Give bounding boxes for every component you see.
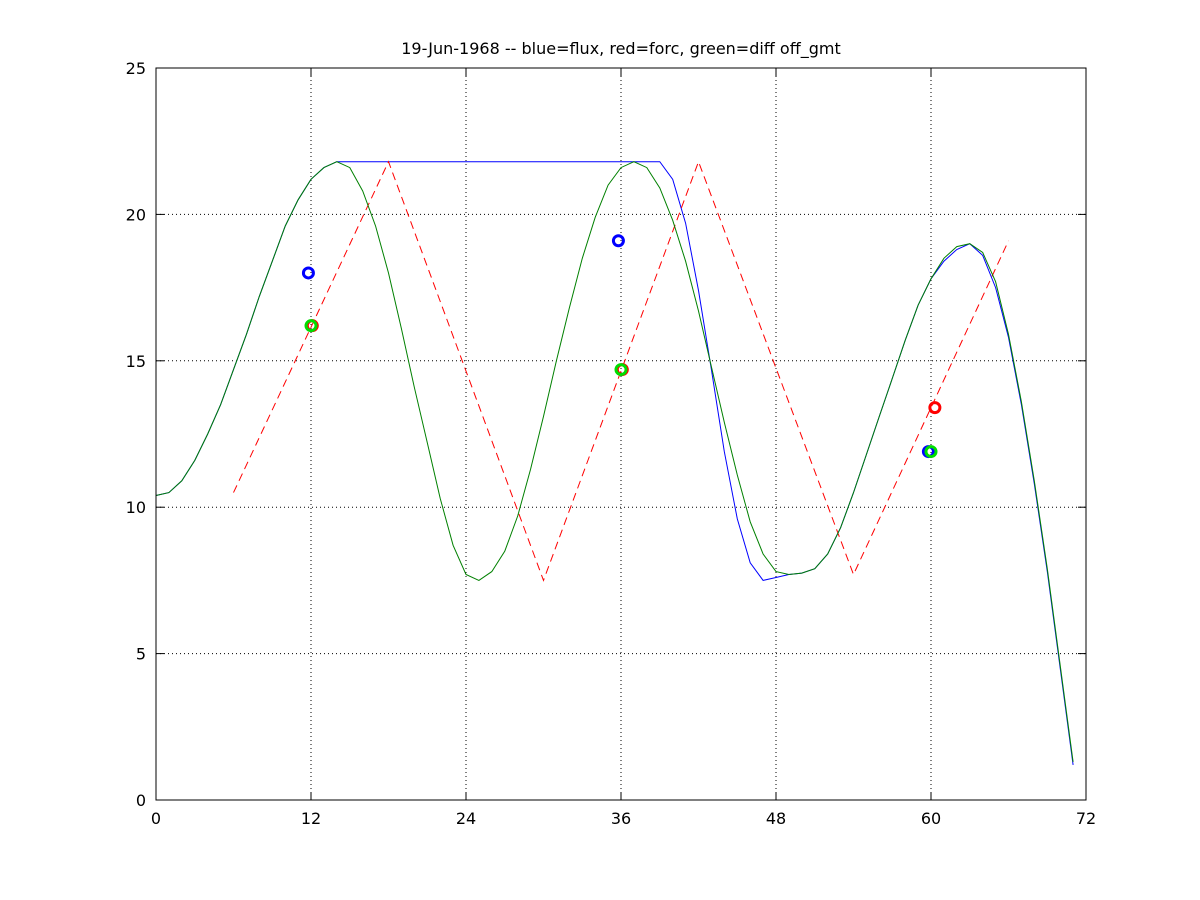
forc-series-line bbox=[233, 160, 1009, 582]
y-tick-label: 5 bbox=[136, 645, 146, 664]
y-tick-label: 0 bbox=[136, 791, 146, 810]
x-tick-label: 0 bbox=[151, 809, 161, 828]
series-layer bbox=[155, 160, 1074, 765]
y-tick-label: 25 bbox=[126, 59, 146, 78]
data-point-marker bbox=[928, 401, 942, 415]
diff-series-line bbox=[155, 161, 1074, 762]
data-point-marker bbox=[611, 234, 625, 248]
x-tick-label: 48 bbox=[766, 809, 786, 828]
grid bbox=[156, 68, 1086, 800]
axis-ticks: 0 12 24 36 48 60 72 0 5 10 15 20 25 bbox=[126, 59, 1097, 828]
y-tick-label: 15 bbox=[126, 352, 146, 371]
data-point-marker bbox=[614, 363, 628, 377]
x-tick-label: 24 bbox=[456, 809, 476, 828]
chart-title: 19-Jun-1968 -- blue=flux, red=forc, gree… bbox=[401, 39, 841, 59]
x-tick-label: 72 bbox=[1076, 809, 1096, 828]
x-tick-label: 36 bbox=[611, 809, 631, 828]
x-tick-label: 60 bbox=[921, 809, 941, 828]
marker-layer bbox=[301, 234, 942, 459]
data-point-marker bbox=[301, 266, 315, 280]
x-tick-label: 12 bbox=[301, 809, 321, 828]
y-tick-label: 10 bbox=[126, 498, 146, 517]
y-tick-label: 20 bbox=[126, 205, 146, 224]
data-point-marker bbox=[304, 319, 318, 333]
data-point-marker bbox=[924, 445, 938, 459]
